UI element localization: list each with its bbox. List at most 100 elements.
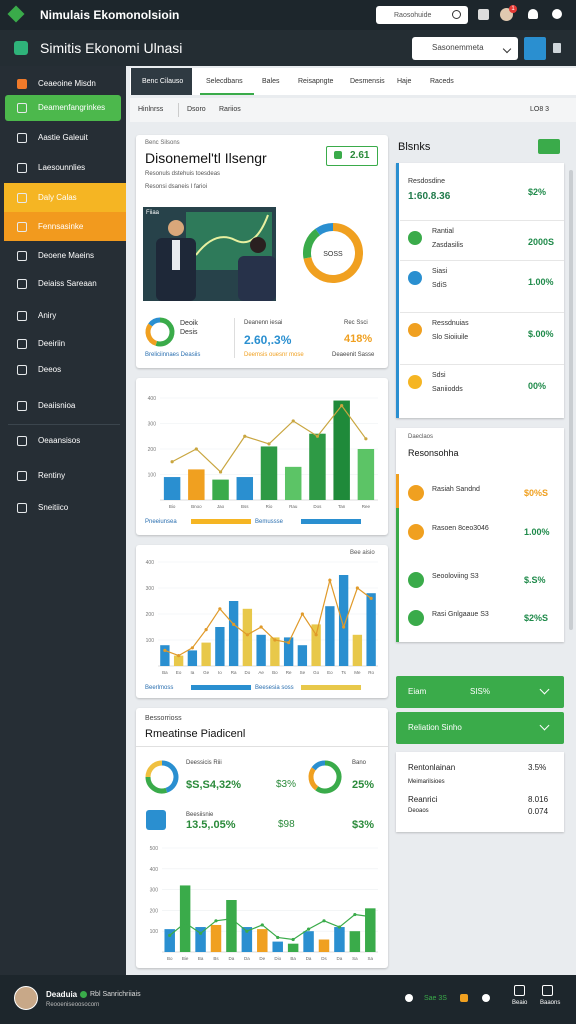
item-label: Sdsi (432, 372, 446, 379)
search-icon (452, 10, 461, 19)
item-divider (400, 364, 564, 365)
sub-logo (14, 41, 28, 55)
tab-underline (200, 93, 254, 95)
sidebar-label: Aastie Galeuit (38, 133, 88, 142)
accordion-value: SIS% (470, 687, 491, 696)
item-label: Siasi (432, 268, 448, 275)
view-select[interactable]: LO8 3 (530, 106, 550, 113)
icon-settings[interactable] (552, 9, 562, 19)
sidebar-icon (17, 133, 27, 143)
summary-label: Meimarilsioes (408, 779, 445, 785)
item-value: 2000S (528, 237, 555, 247)
sidebar-label: Aniry (38, 311, 57, 320)
stat-title: Deoik (180, 320, 198, 327)
footer-action[interactable]: Baaons (540, 1000, 561, 1006)
item-value: $2% (528, 187, 547, 197)
donut-label: Deessicis Riii (186, 760, 222, 766)
footer-icon[interactable] (460, 994, 468, 1002)
subtab-bar (130, 98, 576, 122)
sidebar-label: Laesounnlies (38, 163, 86, 172)
sidebar-item[interactable] (4, 212, 126, 241)
item-value: 1.00% (524, 527, 550, 537)
footer-icon[interactable] (482, 994, 490, 1002)
summary-label: Reanrici (408, 795, 438, 804)
footer-action[interactable]: Beaio (512, 1000, 528, 1006)
sidebar-item[interactable] (4, 183, 126, 212)
panel-edge (396, 474, 399, 642)
badge-value: 2.61 (350, 150, 370, 161)
tab[interactable]: Reisapngte (298, 78, 334, 85)
subtab[interactable]: Rariios (219, 106, 241, 113)
panel-button[interactable] (538, 139, 560, 154)
sidebar-icon (17, 339, 27, 349)
sidebar-divider (8, 424, 120, 425)
accordion[interactable] (396, 712, 564, 744)
item-label: Rasoen 8ceo3046 (432, 525, 489, 532)
item-value: $0%S (524, 488, 549, 498)
mid-value: 2.60,.3% (244, 333, 292, 347)
results-label: Bessorrioss (145, 715, 182, 722)
item-icon (408, 572, 424, 588)
tab[interactable]: Bales (262, 78, 280, 85)
accordion-label: Reliation Sinho (408, 723, 462, 732)
sidebar-label: Deamenfangrinkes (38, 103, 106, 112)
action-button[interactable] (524, 37, 546, 60)
item-icon (408, 231, 422, 245)
sidebar-label: Oeaansisos (38, 436, 81, 445)
item-value: $.00% (528, 329, 554, 339)
notif-badge: 1 (509, 5, 517, 13)
item-divider (400, 260, 564, 261)
item-sub: Slo Sioiiuile (432, 334, 469, 341)
sidebar-label: Deaiisnioa (38, 401, 76, 410)
tab[interactable]: Desmensis (350, 78, 385, 85)
sidebar-icon (17, 503, 27, 513)
tab[interactable]: Haje (397, 78, 412, 85)
panel-title: Blsnks (398, 141, 431, 153)
subtab-sep (178, 103, 179, 117)
footer-play[interactable] (405, 994, 413, 1002)
donut-value: 25% (352, 779, 375, 791)
sidebar-item[interactable] (5, 95, 121, 121)
icon-calendar[interactable] (478, 9, 489, 20)
subtab[interactable]: Dsoro (187, 106, 206, 113)
tab[interactable]: Selecdbans (206, 78, 243, 85)
footer-action-icon[interactable] (542, 985, 553, 996)
sidebar-icon (17, 471, 27, 481)
sidebar-icon (17, 192, 27, 203)
row-value: 13.5,.05% (186, 819, 236, 831)
sidebar-icon (17, 279, 27, 289)
item-icon (408, 610, 424, 626)
scrollbar (569, 170, 573, 630)
item-label: Rasi Gnlgaaue S3 (432, 611, 489, 618)
tab[interactable]: Raceds (430, 78, 454, 85)
stat-sub: Desis (180, 329, 198, 336)
panel-label: Daeclaos (408, 434, 434, 440)
subtab[interactable]: Hinlnrss (138, 106, 164, 113)
item-icon (408, 524, 424, 540)
summary-value: 0.074 (528, 807, 549, 816)
tab[interactable]: Benc Cilauso (142, 78, 184, 85)
item-value: 1.00% (528, 277, 554, 287)
item-label: Ressdnuias (432, 320, 469, 327)
overview-note: Resonsi dsaneis I farioi (145, 184, 208, 190)
summary-label: Deoaos (408, 808, 429, 814)
footer-action-icon[interactable] (514, 985, 525, 996)
chart-card (136, 378, 388, 535)
sidebar-label: Daly Calas (38, 192, 77, 202)
accordion[interactable] (396, 676, 564, 708)
more-icon[interactable] (553, 43, 561, 53)
chart-label: Bee aisio (350, 550, 375, 556)
icon-user[interactable] (528, 9, 538, 19)
search-box[interactable] (376, 6, 468, 24)
row-icon (146, 810, 166, 830)
item-label: Resdosdine (408, 178, 445, 185)
panel-1 (396, 163, 564, 418)
stat-caption: Breliciinnaes Deasiis (145, 352, 201, 358)
footer-avatar (14, 986, 38, 1010)
select[interactable] (412, 37, 518, 60)
item-sub: Zasdasilis (432, 242, 464, 249)
sub-title: Simitis Ekonomi Ulnasi (40, 40, 183, 56)
summary-value: 8.016 (528, 795, 549, 804)
